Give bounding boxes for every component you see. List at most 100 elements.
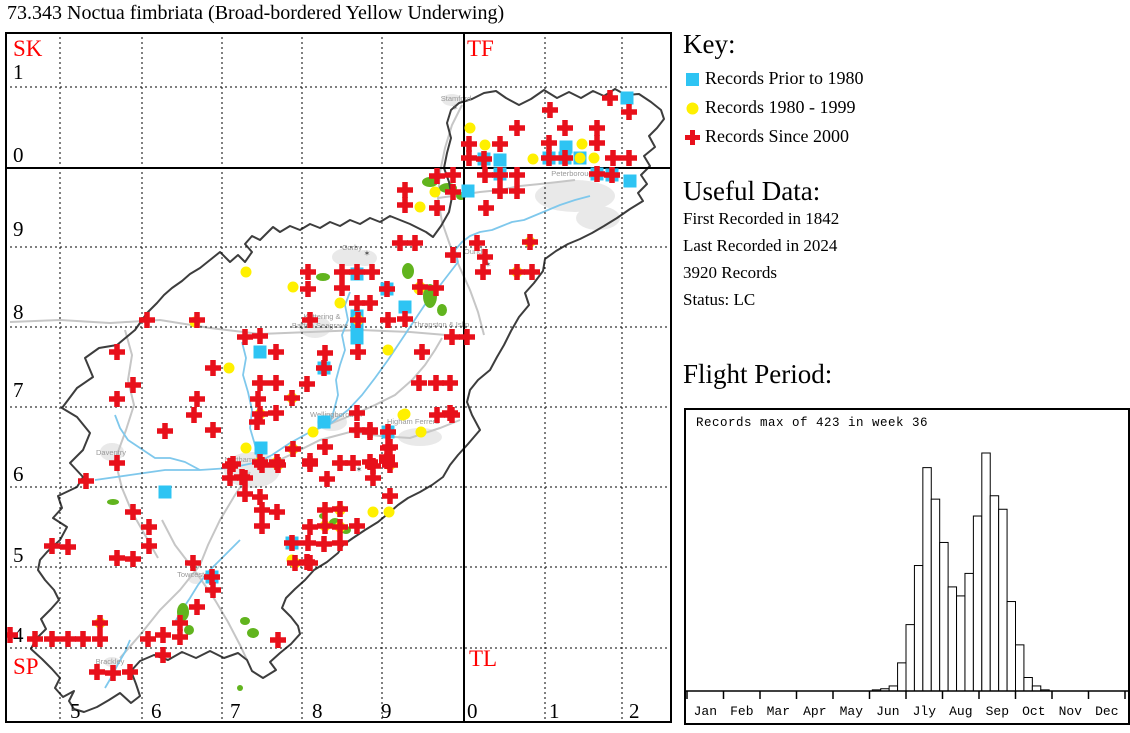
river-line xyxy=(329,291,351,425)
grid-row-label: 6 xyxy=(13,462,24,486)
record-since-2000-marker xyxy=(461,150,477,166)
urban-area xyxy=(535,180,615,212)
flight-week-bar xyxy=(989,495,1000,692)
record-since-2000-marker xyxy=(407,235,423,251)
record-prior-1980-marker xyxy=(254,441,268,455)
key-item-label: Records Prior to 1980 xyxy=(705,68,864,89)
record-since-2000-marker xyxy=(541,135,557,151)
record-since-2000-marker xyxy=(349,518,365,534)
month-label: Aug xyxy=(949,704,972,719)
useful-data-block: Useful Data: First Recorded in 1842 Last … xyxy=(683,177,839,313)
record-since-2000-marker xyxy=(254,457,270,473)
record-1980-1999-marker xyxy=(415,426,427,438)
record-prior-1980-marker xyxy=(623,174,637,188)
record-since-2000-marker xyxy=(140,631,156,647)
key-item: Records Since 2000 xyxy=(683,122,863,151)
record-since-2000-marker xyxy=(316,360,332,376)
record-since-2000-marker xyxy=(302,555,318,571)
record-since-2000-marker xyxy=(459,329,475,345)
grid-100km-label: TF xyxy=(467,36,494,61)
record-1980-1999-marker xyxy=(588,152,600,164)
flight-week-bar xyxy=(1006,601,1016,692)
record-since-2000-marker xyxy=(270,632,286,648)
record-since-2000-marker xyxy=(284,390,300,406)
record-since-2000-marker xyxy=(364,264,380,280)
record-since-2000-marker xyxy=(5,627,18,643)
record-since-2000-marker xyxy=(172,615,188,631)
flight-week-bar xyxy=(913,565,924,692)
month-label: Sep xyxy=(986,704,1009,719)
record-since-2000-marker xyxy=(429,200,445,216)
grid-col-label: 8 xyxy=(312,699,323,723)
record-since-2000-marker xyxy=(362,295,378,311)
record-since-2000-marker xyxy=(509,167,525,183)
record-since-2000-marker xyxy=(269,504,285,520)
record-since-2000-marker xyxy=(317,439,333,455)
road-line xyxy=(113,329,159,559)
record-since-2000-marker xyxy=(445,167,461,183)
grid-row-label: 1 xyxy=(13,60,24,84)
grid-col-label: 9 xyxy=(381,699,392,723)
record-since-2000-marker xyxy=(334,280,350,296)
record-since-2000-marker xyxy=(477,167,493,183)
record-since-2000-marker xyxy=(380,312,396,328)
flight-period-chart: Records max of 423 in week 36 Jan Feb Mar A… xyxy=(684,408,1130,725)
grid-row-label: 5 xyxy=(13,543,24,567)
record-since-2000-marker xyxy=(302,312,318,328)
record-since-2000-marker xyxy=(60,631,76,647)
record-since-2000-marker xyxy=(189,312,205,328)
record-since-2000-marker xyxy=(492,183,508,199)
record-since-2000-marker xyxy=(237,470,253,486)
record-since-2000-marker xyxy=(60,539,76,555)
month-label: May xyxy=(840,704,864,719)
cross-icon xyxy=(683,127,705,147)
grid-col-label: 5 xyxy=(70,699,81,723)
record-since-2000-marker xyxy=(589,166,605,182)
flight-week-bar xyxy=(981,452,991,692)
record-since-2000-marker xyxy=(317,502,333,518)
key-block: Key: Records Prior to 1980 Records 1980 -… xyxy=(683,30,863,151)
river-line xyxy=(114,414,201,471)
grid-col-label: 6 xyxy=(151,699,162,723)
month-label: Jun xyxy=(876,704,899,719)
record-since-2000-marker xyxy=(411,375,427,391)
flight-week-bar xyxy=(956,595,966,692)
record-since-2000-marker xyxy=(250,391,266,407)
record-since-2000-marker xyxy=(379,281,395,297)
woodland-patch xyxy=(247,628,259,638)
month-label: Dec xyxy=(1095,704,1118,719)
record-since-2000-marker xyxy=(380,424,396,440)
month-label: Apr xyxy=(803,704,826,719)
record-since-2000-marker xyxy=(332,535,348,551)
flight-week-bar xyxy=(905,624,915,692)
urban-area xyxy=(442,94,462,106)
record-since-2000-marker xyxy=(542,102,558,118)
record-since-2000-marker xyxy=(299,376,315,392)
distribution-map: Stamford Peterborough Corby Oundle Kettering… xyxy=(5,32,672,723)
record-since-2000-marker xyxy=(109,344,125,360)
record-since-2000-marker xyxy=(362,424,378,440)
record-since-2000-marker xyxy=(605,150,621,166)
month-label: Jan xyxy=(694,704,717,719)
town-label: Wellingborough xyxy=(310,410,362,419)
record-1980-1999-marker xyxy=(414,201,426,213)
record-since-2000-marker xyxy=(541,150,557,166)
record-since-2000-marker xyxy=(365,458,381,474)
record-since-2000-marker xyxy=(349,264,365,280)
circle-icon xyxy=(683,98,705,118)
record-since-2000-marker xyxy=(589,120,605,136)
record-1980-1999-marker xyxy=(223,362,235,374)
record-since-2000-marker xyxy=(44,631,60,647)
grid-100km-label: TL xyxy=(469,646,497,671)
record-since-2000-marker xyxy=(444,329,460,345)
woodland-patch xyxy=(237,685,243,691)
record-since-2000-marker xyxy=(222,470,238,486)
record-since-2000-marker xyxy=(477,249,493,265)
record-1980-1999-marker xyxy=(307,426,319,438)
town-label: Thrapston & Islip xyxy=(413,320,469,329)
record-since-2000-marker xyxy=(78,473,94,489)
town-label: Northampton xyxy=(224,455,267,464)
flight-period-chart-svg: Jan Feb Mar Apr May Jun Jly Aug Sep Oct Nov Dec xyxy=(686,452,1128,719)
record-1980-1999-marker xyxy=(367,506,379,518)
record-since-2000-marker xyxy=(492,136,508,152)
